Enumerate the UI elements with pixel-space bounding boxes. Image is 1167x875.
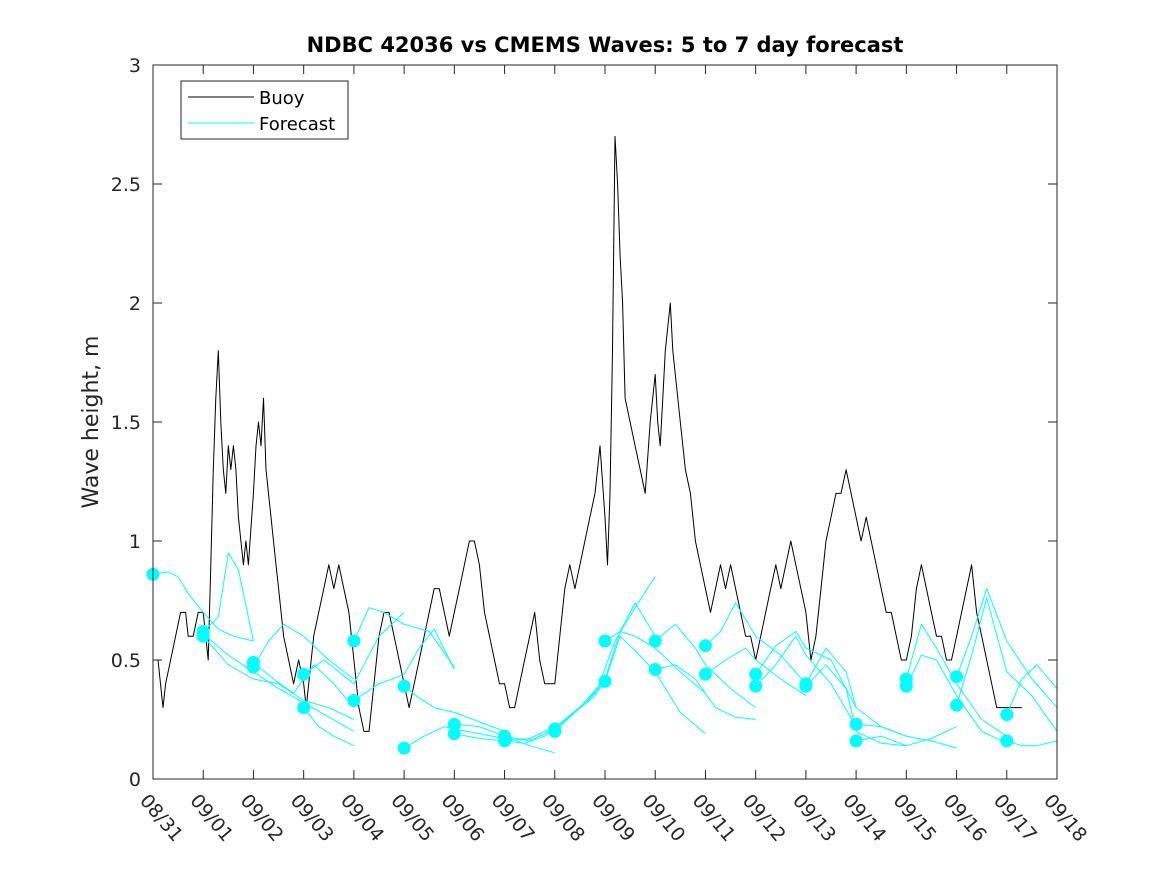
forecast-run-line-30: [905, 623, 1008, 737]
y-tick-label: 0: [129, 769, 141, 791]
forecast-run-line-1: [202, 552, 254, 642]
y-tick-label: 1: [129, 531, 141, 553]
y-tick-label: 0.5: [111, 650, 141, 672]
forecast-start-marker-27: [799, 679, 813, 693]
forecast-start-marker-18: [598, 634, 612, 648]
forecast-start-marker-20: [648, 634, 662, 648]
forecast-run-line-33: [956, 597, 1058, 732]
forecast-run-line-20: [654, 623, 757, 708]
forecast-run-line-27: [805, 664, 907, 747]
series-layer: [146, 135, 1058, 755]
forecast-run-line-16: [554, 576, 656, 732]
forecast-run-line-23: [705, 647, 807, 697]
forecast-run-line-21: [655, 664, 756, 720]
forecast-start-marker-12: [447, 717, 461, 731]
forecast-start-marker-24: [749, 667, 763, 681]
forecast-start-marker-11: [397, 741, 411, 755]
y-axis-label: Wave height, m: [79, 336, 104, 509]
forecast-run-line-10: [403, 685, 505, 732]
plot-area: [153, 65, 1057, 779]
buoy-series-line: [153, 135, 1022, 732]
forecast-run-line-2: [202, 635, 355, 720]
forecast-run-line-8: [353, 607, 455, 668]
forecast-run-line-0: [152, 571, 254, 642]
legend-box: [180, 80, 349, 140]
forecast-run-line-34: [1006, 664, 1058, 715]
forecast-start-marker-6: [297, 667, 311, 681]
forecast-run-line-19: [604, 635, 706, 735]
legend-forecast-label: Forecast: [259, 114, 335, 135]
y-tick-label: 2.5: [111, 174, 141, 196]
y-tick-label: 3: [129, 55, 141, 77]
forecast-run-line-29: [856, 726, 957, 747]
forecast-run-line-22: [705, 602, 807, 685]
forecast-start-marker-29: [849, 734, 863, 748]
forecast-run-line-3: [202, 633, 355, 732]
forecast-start-marker-3: [196, 627, 210, 641]
legend: Buoy Forecast: [180, 80, 349, 140]
forecast-run-line-35: [1006, 740, 1058, 747]
forecast-run-line-25: [755, 635, 857, 727]
forecast-start-marker-32: [950, 670, 964, 684]
y-tick-label: 1.5: [111, 412, 141, 434]
forecast-run-line-7: [303, 707, 355, 747]
forecast-run-line-31: [905, 654, 1008, 744]
forecast-run-line-24: [755, 630, 857, 708]
forecast-start-marker-10: [397, 679, 411, 693]
forecast-run-line-6: [303, 612, 405, 685]
forecast-run-line-9: [353, 628, 455, 701]
forecast-start-marker-35: [1000, 734, 1014, 748]
forecast-start-marker-31: [899, 679, 913, 693]
forecast-run-line-32: [956, 588, 1058, 708]
forecast-start-marker-28: [849, 717, 863, 731]
forecast-start-marker-9: [347, 694, 361, 707]
forecast-start-marker-19: [598, 674, 612, 688]
forecast-start-marker-25: [749, 679, 763, 693]
forecast-start-marker-13: [447, 727, 461, 741]
forecast-run-line-18: [604, 630, 706, 694]
forecast-start-marker-33: [950, 698, 964, 712]
forecast-start-marker-8: [347, 634, 361, 648]
forecast-run-line-4: [252, 623, 355, 680]
forecast-start-marker-17: [548, 722, 562, 736]
y-tick-label: 2: [129, 293, 141, 315]
forecast-run-line-17: [554, 602, 656, 730]
forecast-start-marker-34: [1000, 708, 1014, 722]
forecast-start-marker-15: [498, 734, 512, 748]
forecast-start-marker-23: [698, 667, 712, 681]
legend-buoy-label: Buoy: [259, 88, 305, 109]
forecast-start-marker-5: [246, 655, 260, 669]
chart-title: NDBC 42036 vs CMEMS Waves: 5 to 7 day fo…: [307, 33, 904, 57]
forecast-start-marker-21: [648, 663, 662, 676]
forecast-run-line-28: [856, 723, 957, 749]
forecast-start-marker-22: [698, 639, 712, 653]
forecast-start-marker-7: [297, 701, 311, 715]
